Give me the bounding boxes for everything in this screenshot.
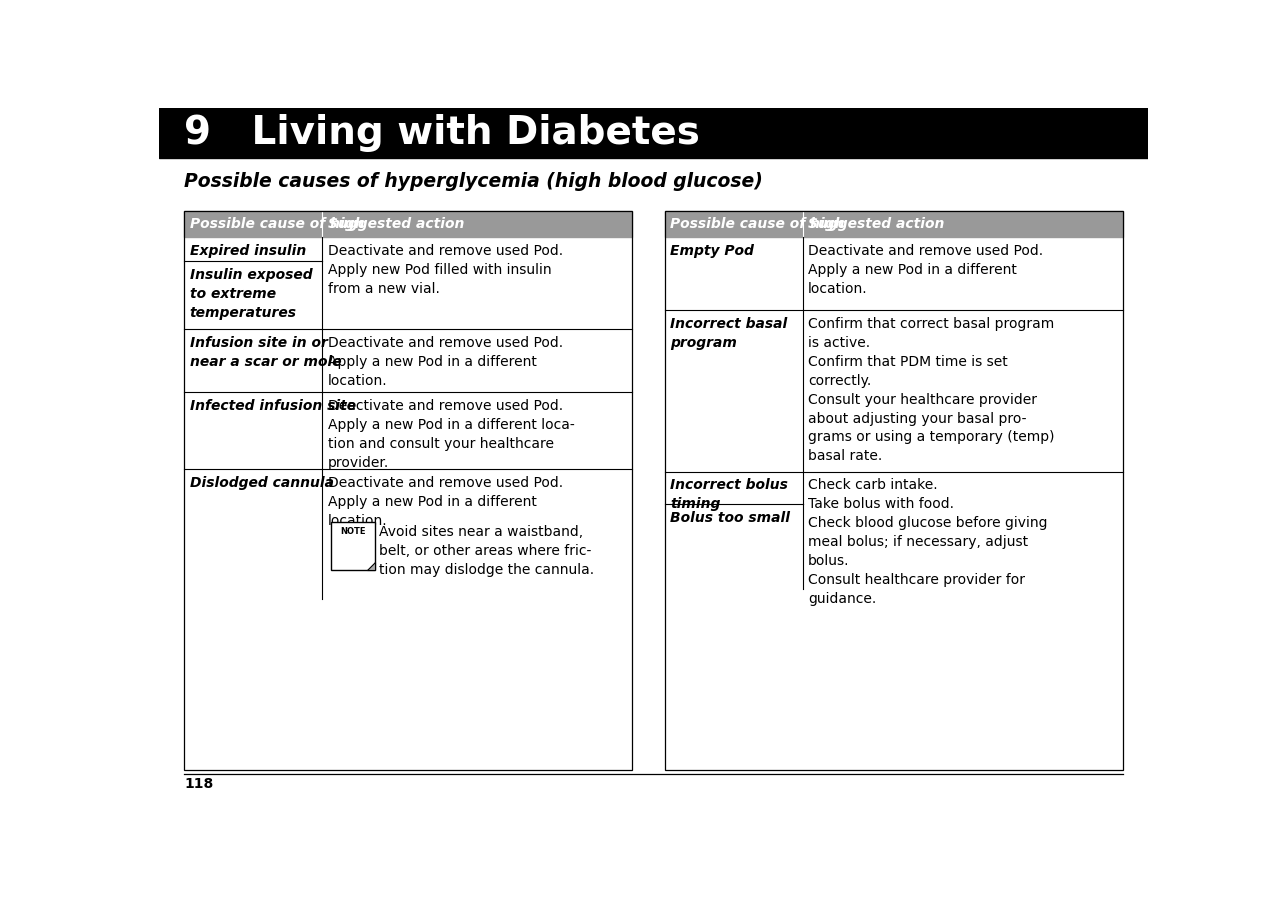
Text: Dislodged cannula: Dislodged cannula (190, 477, 334, 490)
Bar (664, 211, 1123, 237)
Text: Possible cause of high: Possible cause of high (671, 216, 844, 231)
Text: Incorrect basal
program: Incorrect basal program (671, 317, 788, 350)
Text: Incorrect bolus
timing: Incorrect bolus timing (671, 478, 788, 512)
Text: 9   Living with Diabetes: 9 Living with Diabetes (184, 114, 700, 152)
Polygon shape (367, 562, 375, 570)
Text: Infusion site in or
near a scar or mole: Infusion site in or near a scar or mole (190, 336, 342, 369)
Text: NOTE: NOTE (340, 527, 366, 536)
Text: Empty Pod: Empty Pod (671, 243, 754, 258)
Text: Avoid sites near a waistband,
belt, or other areas where fric-
tion may dislodge: Avoid sites near a waistband, belt, or o… (379, 525, 594, 578)
Text: Deactivate and remove used Pod.
Apply a new Pod in a different loca-
tion and co: Deactivate and remove used Pod. Apply a … (328, 399, 574, 470)
Bar (664, 211, 1123, 769)
Text: Deactivate and remove used Pod.
Apply a new Pod in a different
location.: Deactivate and remove used Pod. Apply a … (808, 243, 1043, 296)
Bar (184, 211, 632, 769)
Text: Confirm that correct basal program
is active.
Confirm that PDM time is set
corre: Confirm that correct basal program is ac… (808, 317, 1054, 463)
Text: Infected infusion site: Infected infusion site (190, 399, 356, 414)
Text: Deactivate and remove used Pod.
Apply new Pod filled with insulin
from a new via: Deactivate and remove used Pod. Apply ne… (328, 243, 562, 296)
Text: Deactivate and remove used Pod.
Apply a new Pod in a different
location.: Deactivate and remove used Pod. Apply a … (328, 477, 562, 528)
Text: Possible cause of high: Possible cause of high (190, 216, 365, 231)
Bar (184, 211, 632, 237)
Text: Deactivate and remove used Pod.
Apply a new Pod in a different
location.: Deactivate and remove used Pod. Apply a … (328, 336, 562, 388)
Text: Suggested action: Suggested action (808, 216, 945, 231)
Text: Check carb intake.
Take bolus with food.
Check blood glucose before giving
meal : Check carb intake. Take bolus with food.… (808, 478, 1048, 606)
Text: Suggested action: Suggested action (328, 216, 464, 231)
Text: Possible causes of hyperglycemia (high blood glucose): Possible causes of hyperglycemia (high b… (184, 172, 762, 191)
Bar (159, 108, 1148, 159)
Text: Insulin exposed
to extreme
temperatures: Insulin exposed to extreme temperatures (190, 268, 312, 320)
Text: Bolus too small: Bolus too small (671, 511, 790, 524)
Text: 118: 118 (184, 778, 213, 791)
Bar (332, 523, 375, 570)
Text: Expired insulin: Expired insulin (190, 243, 306, 258)
